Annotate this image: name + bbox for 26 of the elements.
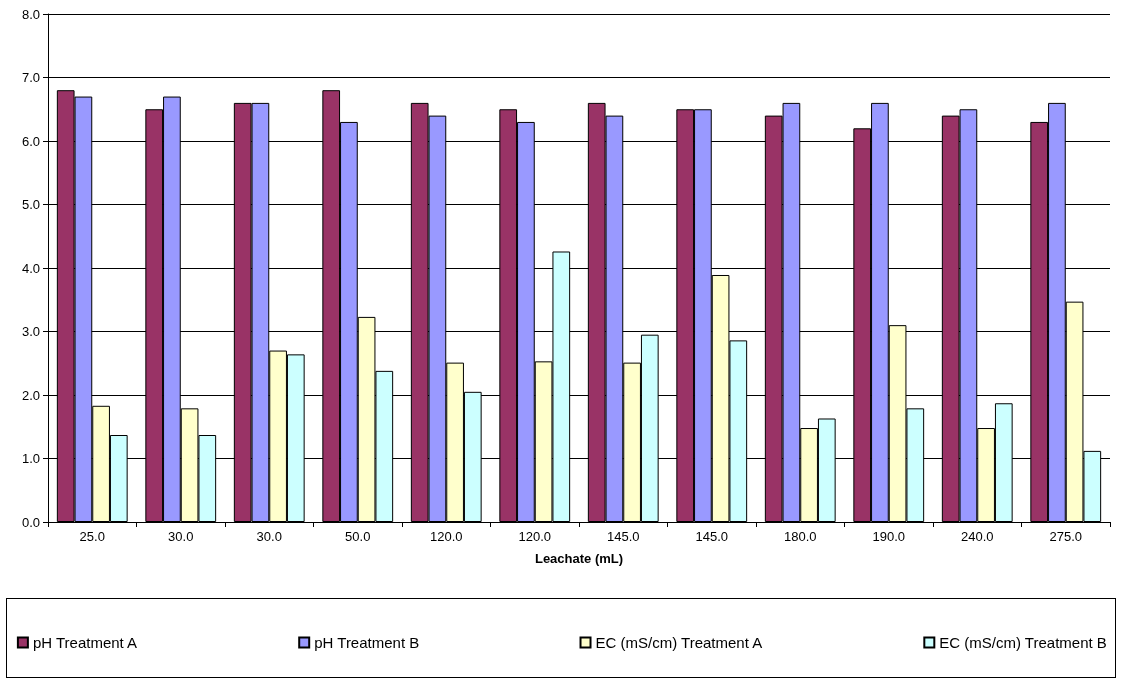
y-tick-label: 7.0 xyxy=(21,70,40,85)
x-tick-label: 25.0 xyxy=(79,529,105,544)
x-tick-label: 180.0 xyxy=(783,529,817,544)
y-tick-label: 2.0 xyxy=(21,387,40,403)
x-tick-label: 30.0 xyxy=(168,529,194,544)
x-tick-label: 240.0 xyxy=(960,529,994,544)
x-tick-label: 190.0 xyxy=(872,529,906,544)
y-tick-label: 6.0 xyxy=(21,133,40,149)
x-tick-label: 275.0 xyxy=(1049,529,1083,544)
x-tick-label: 30.0 xyxy=(256,529,282,544)
y-tick-label: 1.0 xyxy=(21,451,40,466)
y-tick-label: 0.0 xyxy=(21,514,40,530)
legend-label: EC (mS/cm) Treatment A xyxy=(595,634,763,651)
y-tick-label: 8.0 xyxy=(21,6,40,22)
x-tick-label: 120.0 xyxy=(429,529,463,544)
x-tick-label: 50.0 xyxy=(345,529,371,544)
legend-label: EC (mS/cm) Treatment B xyxy=(939,634,1107,651)
legend-label: pH Treatment A xyxy=(32,634,138,651)
x-tick-label: 145.0 xyxy=(695,529,729,544)
y-tick-label: 5.0 xyxy=(21,197,40,212)
y-tick-label: 3.0 xyxy=(21,324,40,339)
x-tick-label: 145.0 xyxy=(606,529,640,544)
y-tick-label: 4.0 xyxy=(21,260,40,276)
x-axis-title: Leachate (mL) xyxy=(534,551,624,566)
legend-label: pH Treatment B xyxy=(314,634,420,651)
x-tick-label: 120.0 xyxy=(518,529,552,544)
